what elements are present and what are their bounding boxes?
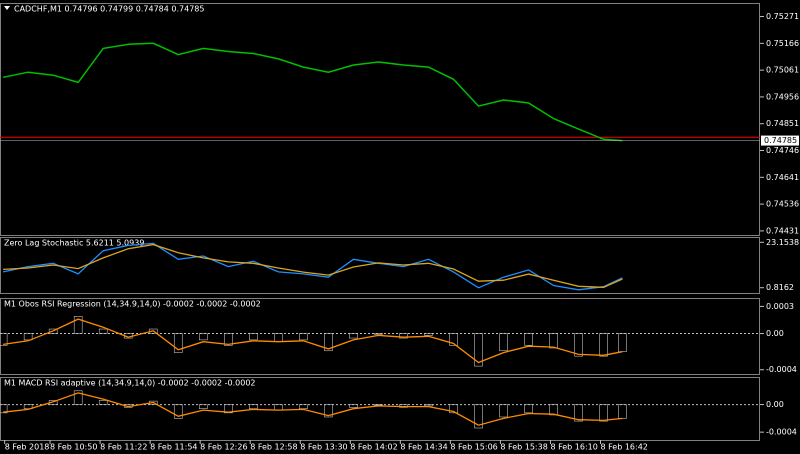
histogram-bar	[549, 333, 558, 349]
histogram-bar	[173, 404, 183, 419]
histogram-bar	[574, 333, 583, 357]
histogram-bar	[324, 333, 333, 352]
pane-title: Zero Lag Stochastic 5.6211 5.0939	[4, 239, 144, 248]
histogram-bar	[173, 333, 183, 353]
x-tick-label: 8 Feb 14:02	[350, 443, 397, 452]
x-tick-label: 8 Feb 10:50	[50, 443, 97, 452]
y-tick-label: 0.74746	[766, 146, 799, 155]
histogram-bar	[98, 328, 108, 334]
y-tick-label: 0.00	[766, 400, 784, 409]
x-tick-label: 8 Feb 12:26	[200, 443, 247, 452]
y-tick-label: 0.75166	[766, 39, 799, 48]
pane-frame	[0, 3, 760, 236]
histogram-bar	[424, 404, 433, 407]
x-tick-label: 8 Feb 16:10	[550, 443, 597, 452]
histogram-bar	[474, 333, 483, 367]
series-line	[3, 392, 623, 426]
histogram-bar	[399, 333, 408, 339]
y-tick-label: 0.74641	[766, 173, 799, 182]
y-tick-label: 0.74851	[766, 119, 799, 128]
histogram-bar	[549, 404, 558, 416]
pane-title: M1 MACD RSI adaptive (14,34.9,14,0) -0.0…	[4, 379, 256, 388]
histogram-bar	[198, 333, 208, 341]
y-tick-label: 0.75271	[766, 12, 799, 21]
y-tick-label: 0.75061	[766, 66, 799, 75]
histogram-bar	[524, 404, 533, 414]
series-line	[2, 242, 623, 291]
x-tick-label: 8 Feb 14:34	[400, 443, 447, 452]
x-tick-label: 8 Feb 11:22	[100, 443, 147, 452]
last-price-box	[761, 135, 799, 146]
histogram-bar	[524, 333, 533, 346]
histogram-bar	[249, 404, 258, 410]
histogram-bar	[0, 333, 8, 346]
last-price-label: 0.74785	[764, 136, 797, 145]
histogram-bar	[23, 333, 33, 341]
histogram-bar	[73, 390, 83, 405]
histogram-bar	[48, 328, 58, 334]
y-tick-label: -0.0004	[766, 428, 797, 437]
pane-frame	[0, 237, 760, 294]
histogram-bar	[449, 333, 458, 346]
menu-arrow[interactable]	[4, 6, 10, 10]
histogram-bar	[0, 404, 8, 414]
histogram-bar	[98, 400, 108, 405]
histogram-bar	[424, 333, 433, 336]
histogram-bar	[249, 333, 258, 341]
series-line	[3, 318, 623, 364]
histogram-bar	[198, 404, 208, 410]
histogram-bar	[599, 333, 608, 357]
x-tick-label: 8 Feb 13:30	[300, 443, 347, 452]
histogram-bar	[349, 404, 358, 408]
series-line	[2, 42, 623, 142]
series-line	[3, 243, 623, 288]
histogram-bar	[449, 404, 458, 414]
x-tick-label: 8 Feb 16:42	[600, 443, 647, 452]
histogram-bar	[574, 404, 583, 422]
x-tick-label: 8 Feb 15:38	[500, 443, 547, 452]
x-tick-label: 8 Feb 12:58	[250, 443, 297, 452]
x-tick-label: 8 Feb 2018	[5, 443, 50, 452]
histogram-bar	[299, 404, 308, 410]
y-tick-label: -0.0004	[766, 365, 797, 374]
x-tick-label: 8 Feb 15:06	[450, 443, 497, 452]
histogram-bar	[299, 333, 308, 341]
pane-frame	[0, 298, 760, 375]
y-tick-label: 0.74956	[766, 92, 799, 101]
x-tick-label: 8 Feb 11:54	[150, 443, 197, 452]
histogram-bar	[374, 333, 383, 335]
histogram-bar	[599, 404, 608, 422]
histogram-bar	[324, 404, 333, 418]
pane-frame	[0, 377, 760, 441]
histogram-bar	[349, 333, 358, 339]
histogram-bar	[499, 333, 508, 352]
y-tick-label: 0.0003	[766, 302, 794, 311]
y-tick-label: 0.8162	[766, 283, 794, 292]
y-tick-label: 23.1538	[766, 238, 799, 247]
y-tick-label: 0.74431	[766, 226, 799, 235]
histogram-bar	[224, 333, 233, 346]
pane-title: M1 Obos RSI Regression (14,34.9,14,0) -0…	[4, 300, 261, 309]
histogram-bar	[73, 316, 83, 334]
y-tick-label: 0.74536	[766, 200, 799, 209]
histogram-bar	[499, 404, 508, 418]
pane-title: CADCHF,M1 0.74796 0.74799 0.74784 0.7478…	[14, 5, 204, 14]
y-tick-label: 0.00	[766, 329, 784, 338]
histogram-bar	[474, 404, 483, 429]
